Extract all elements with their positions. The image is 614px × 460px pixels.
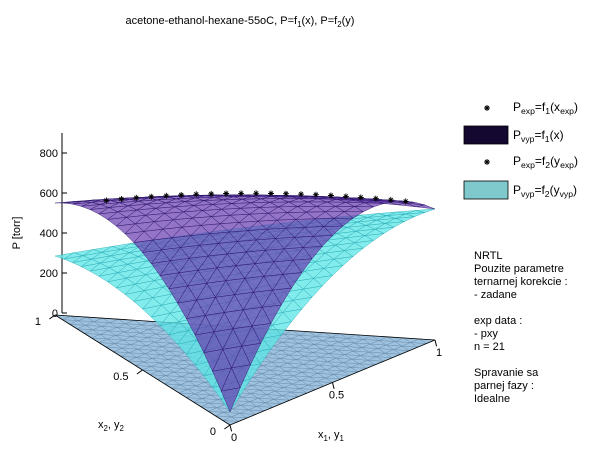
- exp-star: [283, 190, 289, 197]
- x2-tick-label-2: 1: [35, 316, 41, 328]
- note-line-4: - zadane: [474, 289, 517, 301]
- note-line-8: n = 21: [474, 341, 505, 353]
- legend-label-2: Pexp=f2(yexp): [513, 154, 578, 170]
- note-line-6: exp data :: [474, 315, 523, 327]
- x1-tick-label-0: 0: [231, 432, 237, 444]
- legend-star-shape: [484, 159, 490, 165]
- exp-star: [253, 190, 260, 197]
- z-tick-label-4: 800: [40, 148, 58, 160]
- exp-point: [118, 196, 125, 202]
- exp-star: [178, 192, 185, 198]
- note-line-9: [474, 354, 609, 367]
- exp-point: [103, 197, 110, 204]
- legend-label-3: Pvyp=f2(yvyp): [513, 183, 577, 199]
- z-tick-label-2: 400: [40, 228, 58, 240]
- note-line-2: Pouzite parametre: [474, 263, 564, 275]
- z-tick-label-3: 600: [40, 188, 58, 200]
- exp-star: [402, 198, 409, 205]
- x2-tick-label-0: 0: [210, 426, 216, 438]
- note-line-7: - pxy: [474, 328, 498, 340]
- legend-star-0: [484, 105, 490, 111]
- x1-axis-label: x1, y1: [318, 429, 345, 443]
- exp-point: [298, 191, 304, 198]
- legend-label-1: Pvyp=f1(x): [513, 128, 564, 144]
- z-tick-label-1: 200: [40, 268, 58, 280]
- legend-label-0: Pexp=f1(xexp): [513, 100, 578, 116]
- exp-point: [372, 195, 379, 202]
- exp-point: [357, 194, 364, 201]
- note-line-1: NRTL: [474, 250, 503, 262]
- legend-star-2: [484, 159, 490, 165]
- exp-star: [208, 190, 215, 197]
- x1-tick-label-1: 0.5: [329, 390, 344, 402]
- base-tick: [136, 369, 143, 375]
- legend-patch-1: [463, 125, 509, 145]
- exp-point: [223, 190, 230, 197]
- note-line-12: Idealne: [474, 393, 511, 405]
- note-line-3: ternarnej korekcie :: [474, 276, 568, 288]
- exp-point: [327, 192, 334, 199]
- exp-point: [163, 192, 170, 199]
- exp-star: [327, 192, 334, 199]
- base-tick: [224, 424, 231, 430]
- chart-title: acetone-ethanol-hexane-55oC, P=f1(x), P=…: [126, 15, 355, 29]
- exp-point: [208, 190, 215, 197]
- exp-point: [342, 193, 349, 200]
- legend-patch-3: [463, 180, 509, 200]
- exp-point: [133, 194, 140, 201]
- x1-tick-label-2: 1: [436, 347, 442, 359]
- exp-star: [298, 191, 304, 198]
- exp-point: [312, 191, 319, 198]
- model-notes: NRTL Pouzite parametre ternarnej korekci…: [474, 250, 609, 406]
- exp-star: [148, 193, 155, 200]
- exp-point: [178, 192, 185, 198]
- exp-star: [103, 197, 110, 204]
- exp-star: [357, 194, 364, 201]
- surface-f1-cell: [221, 387, 241, 413]
- exp-star: [238, 190, 245, 197]
- z-tick-label-0: 0: [52, 308, 58, 320]
- exp-point: [402, 198, 409, 205]
- note-line-11: parnej fazy :: [474, 380, 534, 392]
- x2-tick-label-1: 0.5: [113, 371, 128, 383]
- exp-point: [238, 190, 245, 197]
- exp-point: [387, 196, 394, 203]
- experimental-points: [103, 190, 409, 205]
- exp-point: [193, 191, 200, 198]
- base-tick: [332, 382, 335, 390]
- note-line-10: Spravanie sa: [474, 367, 539, 379]
- z-axis-label: P [torr]: [11, 217, 23, 250]
- exp-point: [253, 190, 260, 197]
- x2-axis-label: x2, y2: [98, 419, 124, 433]
- exp-star: [342, 193, 349, 200]
- exp-point: [268, 190, 274, 197]
- exp-star: [372, 195, 379, 202]
- exp-star: [312, 191, 319, 198]
- exp-star: [118, 196, 125, 202]
- exp-star: [193, 191, 200, 198]
- base-tick: [49, 314, 56, 320]
- exp-star: [223, 190, 230, 197]
- base-tick: [434, 339, 438, 347]
- note-line-5: [474, 302, 609, 315]
- legend-star-shape: [484, 105, 490, 111]
- surfaces: [54, 194, 436, 413]
- exp-point: [148, 193, 155, 200]
- base-tick: [229, 424, 233, 432]
- exp-star: [133, 194, 140, 201]
- exp-star: [268, 190, 274, 197]
- exp-star: [387, 196, 394, 203]
- exp-point: [283, 190, 289, 197]
- exp-star: [163, 192, 170, 199]
